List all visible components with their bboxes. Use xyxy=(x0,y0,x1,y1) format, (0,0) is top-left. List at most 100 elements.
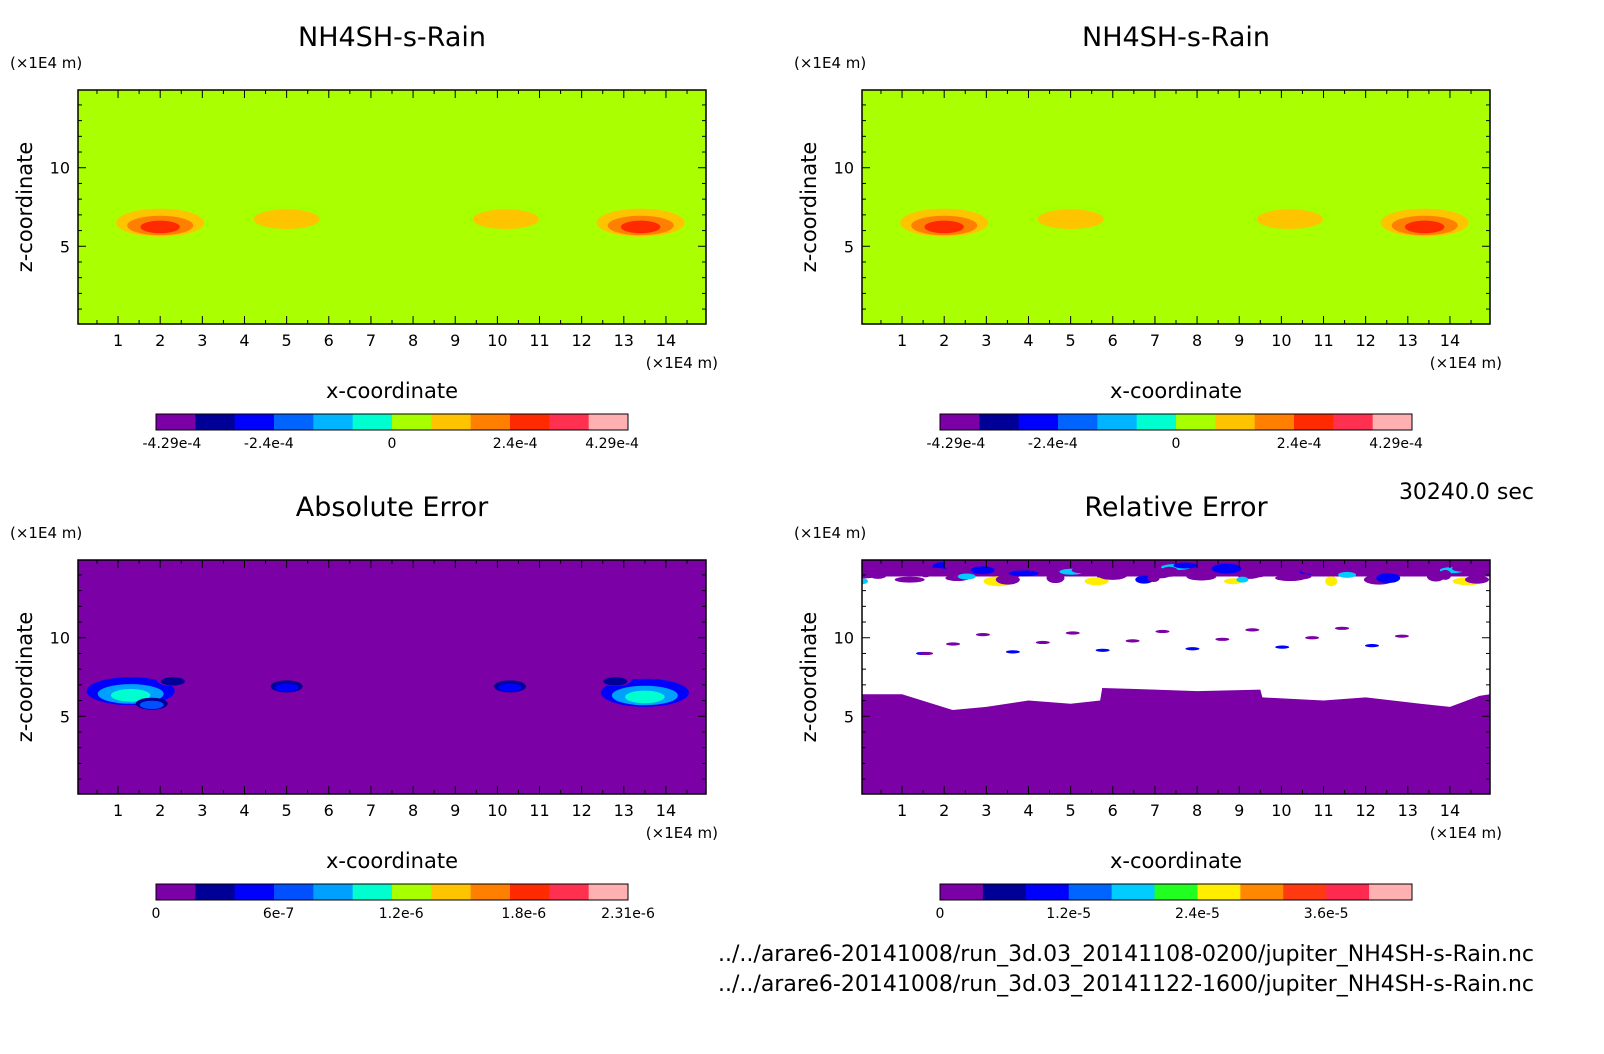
x-tick-label: 7 xyxy=(1150,331,1160,350)
error-speckle xyxy=(1160,566,1179,577)
error-speckle xyxy=(1097,569,1128,580)
error-speckle xyxy=(1338,571,1357,578)
colorbar-swatch xyxy=(1240,884,1284,900)
x-tick-label: 12 xyxy=(1355,331,1375,350)
x-unit-label: (×1E4 m) xyxy=(646,354,718,372)
colorbar-swatch xyxy=(470,884,511,900)
error-speckle xyxy=(1249,569,1268,578)
colorbar-swatch xyxy=(352,884,393,900)
chart-title: NH4SH-s-Rain xyxy=(298,22,486,53)
contour-feature xyxy=(1404,220,1445,234)
x-tick-label: 11 xyxy=(529,801,549,820)
error-speckle xyxy=(1335,626,1350,630)
x-tick-label: 10 xyxy=(1271,801,1291,820)
colorbar-label: -2.4e-4 xyxy=(1028,436,1078,452)
error-speckle xyxy=(919,567,950,576)
error-speckle xyxy=(995,574,1020,585)
error-speckle xyxy=(1389,568,1420,575)
x-tick-label: 13 xyxy=(614,801,634,820)
colorbar-frame xyxy=(939,413,1413,431)
x-tick-label: 8 xyxy=(408,801,418,820)
y-tick-label: 5 xyxy=(60,237,70,256)
colorbar-label: 2.4e-5 xyxy=(1175,906,1220,922)
colorbar-swatch xyxy=(274,414,314,430)
error-speckle xyxy=(1005,650,1020,654)
y-tick-label: 5 xyxy=(844,707,854,726)
colorbar-label: 4.29e-4 xyxy=(1369,436,1423,452)
x-tick-label: 9 xyxy=(1234,801,1244,820)
x-tick-label: 12 xyxy=(571,801,591,820)
error-speckle xyxy=(1215,637,1230,641)
colorbar-swatch xyxy=(588,414,629,430)
plot-area xyxy=(862,560,1490,710)
error-speckle xyxy=(1173,562,1198,569)
colorbar-label: 0 xyxy=(388,436,397,452)
plot-area xyxy=(116,202,685,237)
colorbar-swatch xyxy=(1068,884,1113,900)
colorbar-swatch xyxy=(1369,884,1413,900)
y-axis-label: z-coordinate xyxy=(797,142,821,273)
x-tick-label: 5 xyxy=(1066,801,1076,820)
x-tick-label: 14 xyxy=(1440,801,1460,820)
y-axis-label: z-coordinate xyxy=(13,142,37,273)
error-speckle xyxy=(1363,563,1382,572)
colorbar-label: 1.2e-5 xyxy=(1046,906,1091,922)
error-speckle xyxy=(1122,565,1135,572)
error-speckle xyxy=(1125,639,1140,643)
error-speckle xyxy=(1439,569,1452,580)
contour-feature xyxy=(266,214,307,227)
x-tick-label: 12 xyxy=(571,331,591,350)
x-tick-label: 3 xyxy=(981,801,991,820)
colorbar-swatch xyxy=(156,884,196,900)
error-speckle xyxy=(1211,563,1242,574)
panel-top-left: NH4SH-s-Rain(×1E4 m)1 2 3 4 5 6 7 8 9 10 11 12 13 145… xyxy=(10,22,718,452)
x-unit-label: (×1E4 m) xyxy=(646,824,718,842)
error-speckle xyxy=(1376,573,1401,584)
x-tick-label: 5 xyxy=(282,331,292,350)
y-tick-label: 10 xyxy=(50,629,70,648)
x-axis-label: x-coordinate xyxy=(326,849,458,873)
error-speckle xyxy=(1414,561,1427,570)
colorbar-label: -2.4e-4 xyxy=(244,436,294,452)
x-tick-label: 1 xyxy=(897,801,907,820)
colorbar-swatch xyxy=(510,414,550,430)
colorbar-frame xyxy=(155,883,629,901)
error-speckle xyxy=(1065,631,1080,635)
error-speckle xyxy=(975,632,990,637)
colorbar-swatch xyxy=(1254,414,1295,430)
plot-background xyxy=(862,90,1490,324)
colorbar-swatch xyxy=(392,414,432,430)
colorbar-swatch xyxy=(982,884,1027,900)
x-tick-label: 12 xyxy=(1355,801,1375,820)
error-speckle xyxy=(919,651,934,656)
plot-area xyxy=(900,202,1469,237)
footer-path-1: ../../arare6-20141008/run_3d.03_20141108… xyxy=(718,942,1534,967)
colorbar-swatch xyxy=(1333,414,1374,430)
colorbar-swatch xyxy=(274,884,314,900)
error-speckle xyxy=(1236,576,1249,583)
error-speckle xyxy=(862,578,868,585)
colorbar-swatch xyxy=(234,884,275,900)
error-speckle xyxy=(1035,640,1050,645)
colorbar-label: 1.8e-6 xyxy=(501,906,546,922)
x-tick-label: 11 xyxy=(529,331,549,350)
colorbar-swatch xyxy=(549,884,590,900)
error-speckle xyxy=(944,560,957,571)
error-speckle xyxy=(1008,570,1039,577)
contour-feature xyxy=(160,677,185,686)
x-tick-label: 3 xyxy=(981,331,991,350)
x-unit-label: (×1E4 m) xyxy=(1430,824,1502,842)
contour-feature xyxy=(924,220,964,234)
colorbar-swatch xyxy=(1018,414,1059,430)
colorbar-swatch xyxy=(940,414,980,430)
error-speckle xyxy=(957,573,976,580)
x-tick-label: 3 xyxy=(197,331,207,350)
contour-feature xyxy=(140,220,180,234)
x-tick-label: 2 xyxy=(939,331,949,350)
colorbar-label: 1.2e-6 xyxy=(379,906,424,922)
colorbar-swatch xyxy=(195,414,236,430)
colorbar-swatch xyxy=(1326,884,1370,900)
contour-feature xyxy=(139,700,164,710)
y-axis-label: z-coordinate xyxy=(797,612,821,743)
